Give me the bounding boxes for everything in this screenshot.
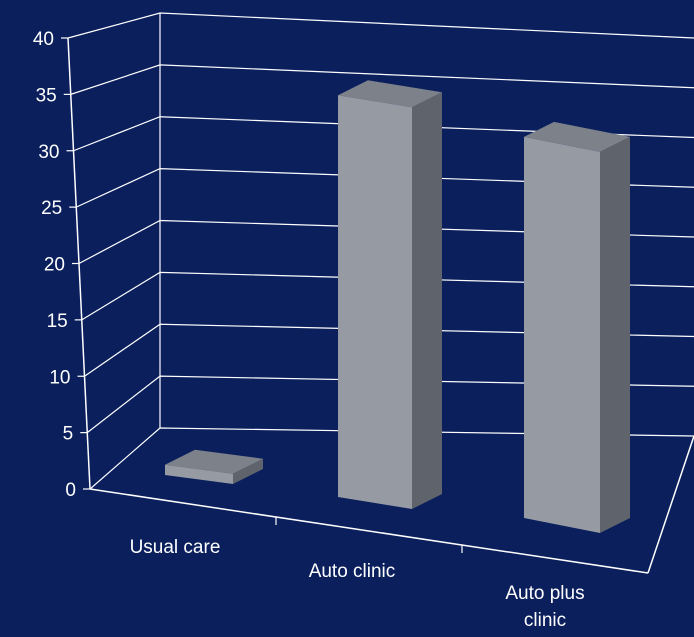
x-axis-line xyxy=(89,488,649,574)
x-category-label: Auto plus clinic xyxy=(505,583,584,631)
y-tick-label: 10 xyxy=(49,367,70,388)
bar-top xyxy=(165,449,263,474)
y-tick-label: 5 xyxy=(63,424,74,445)
bar-side xyxy=(600,136,630,533)
y-tick-label: 30 xyxy=(38,142,59,163)
y-tick-label: 40 xyxy=(33,29,54,50)
y-axis-ticks: 0 5 10 15 20 25 30 35 40 xyxy=(33,29,463,553)
y-tick-label: 20 xyxy=(44,255,65,276)
y-tick-label: 25 xyxy=(41,198,62,219)
bar-side xyxy=(412,92,442,510)
bar xyxy=(165,449,263,484)
gridline xyxy=(67,12,694,39)
bar-front xyxy=(338,95,412,510)
bar-front xyxy=(165,464,233,484)
x-category-label: Usual care xyxy=(130,537,221,558)
x-axis-categories: Usual care Auto clinic Auto plus clinic xyxy=(130,537,585,631)
bars xyxy=(165,80,630,533)
y-tick-label: 15 xyxy=(47,311,68,332)
bar xyxy=(524,121,630,533)
x-category-label: Auto clinic xyxy=(309,561,396,582)
bar-side xyxy=(233,458,263,484)
floor-right-edge xyxy=(647,435,694,574)
bar-front xyxy=(524,136,600,533)
bar xyxy=(338,80,442,510)
bar-top xyxy=(338,80,442,108)
y-tick-label: 0 xyxy=(65,480,76,501)
y-tick-label: 35 xyxy=(36,85,57,106)
bar-top xyxy=(524,121,630,152)
